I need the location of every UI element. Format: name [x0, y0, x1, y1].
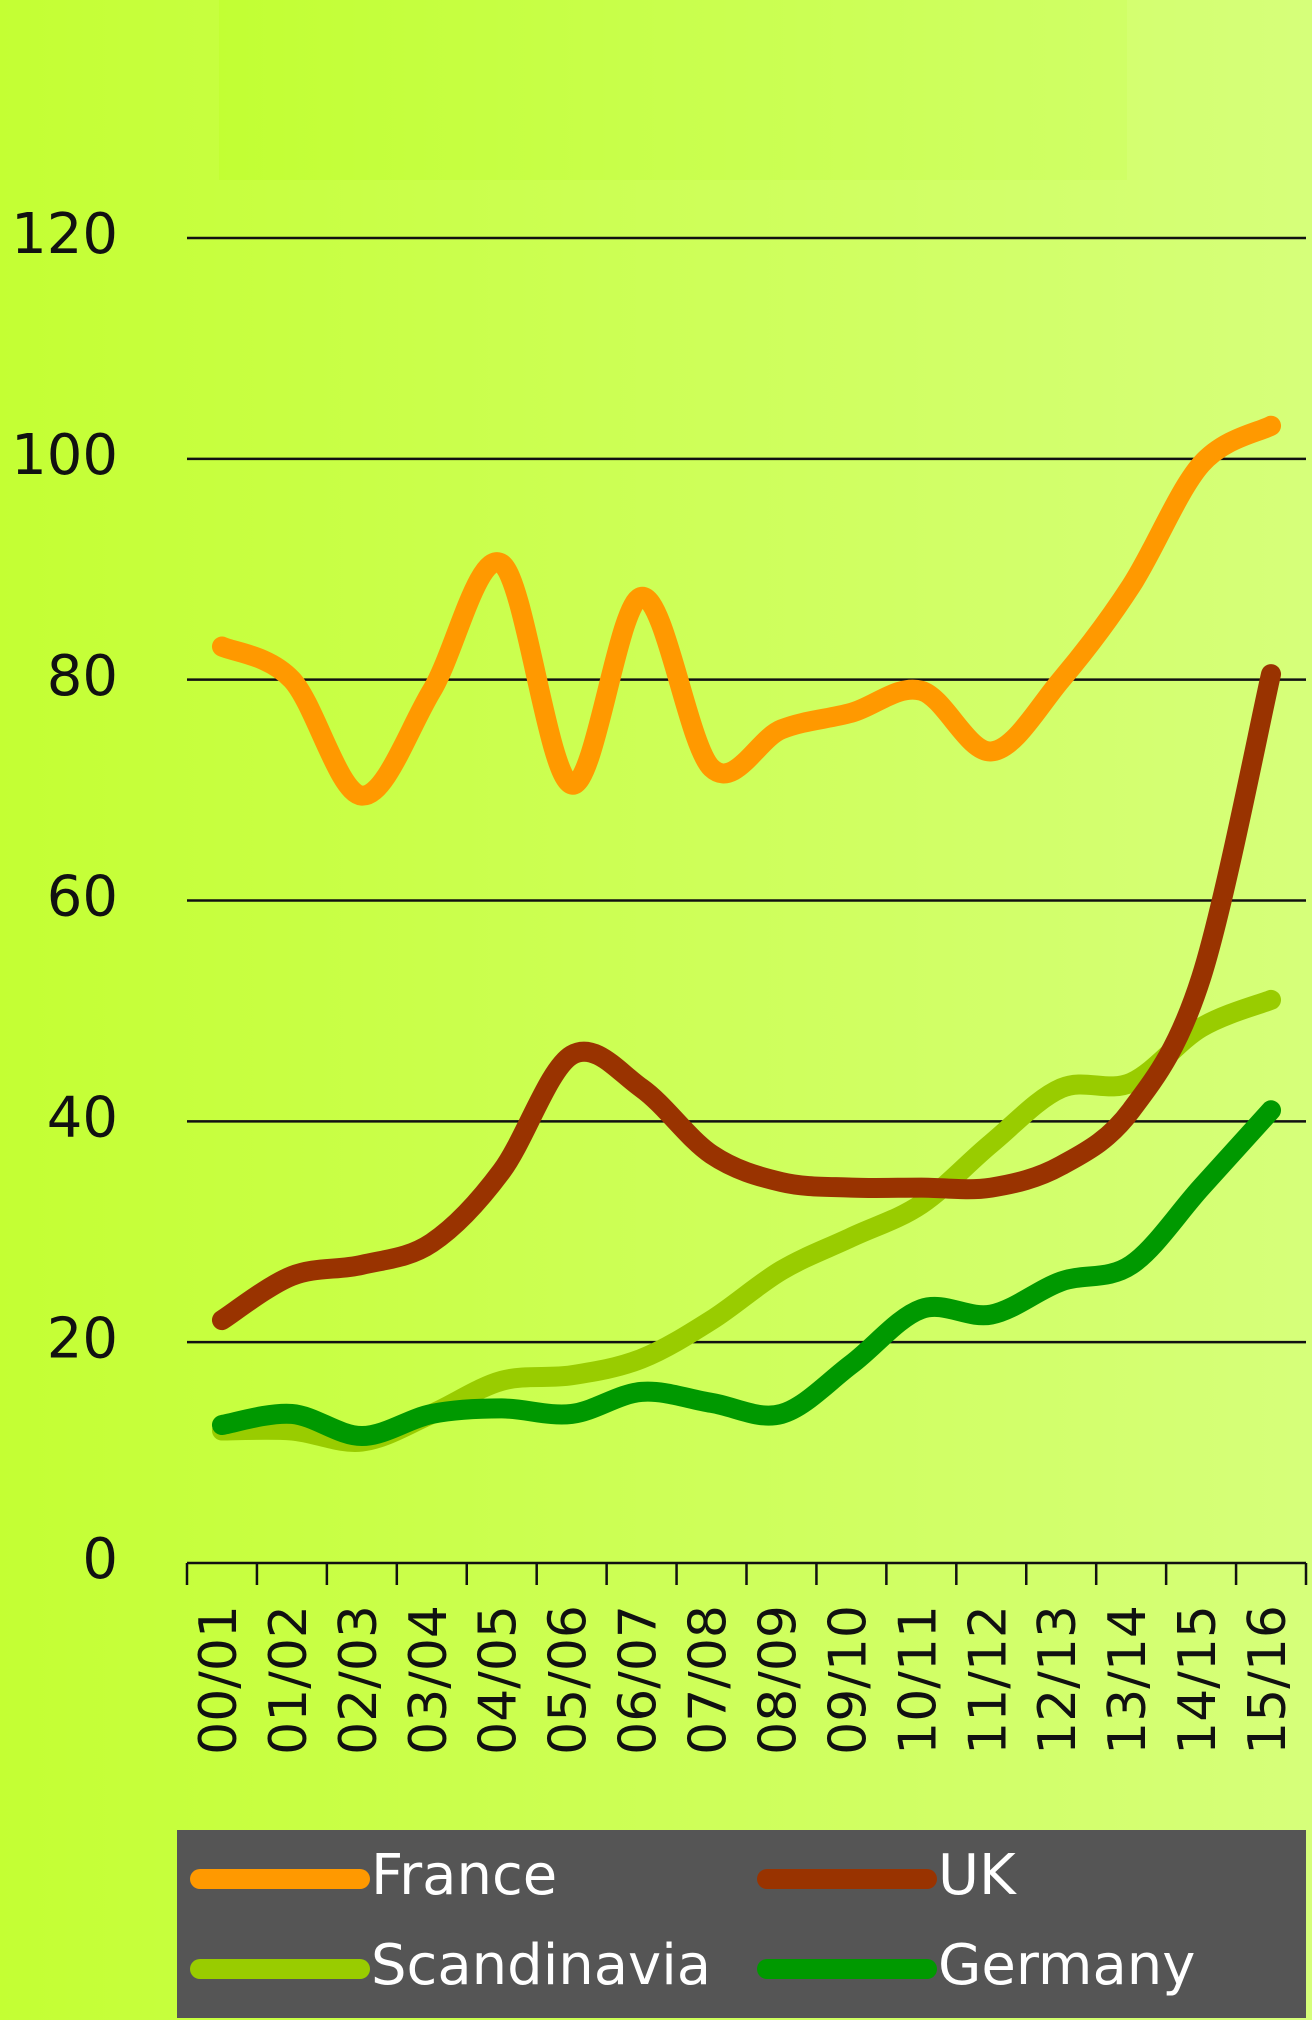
legend-box: [177, 1830, 1306, 2018]
x-tick-label: 01/02: [259, 1605, 319, 1755]
x-tick-label: 13/14: [1098, 1605, 1158, 1755]
legend-label: Germany: [938, 1933, 1195, 1998]
x-tick-label: 05/06: [539, 1605, 599, 1755]
x-tick-label: 12/13: [1028, 1605, 1088, 1755]
x-tick-label: 10/11: [888, 1605, 948, 1755]
x-tick-label: 03/04: [399, 1605, 459, 1755]
y-tick-label: 60: [47, 865, 118, 930]
y-tick-label: 20: [47, 1306, 118, 1371]
x-tick-label: 11/12: [958, 1605, 1018, 1755]
x-tick-label: 15/16: [1238, 1605, 1298, 1755]
y-tick-label: 0: [82, 1527, 118, 1592]
y-tick-label: 120: [11, 202, 118, 267]
legend-label: Scandinavia: [371, 1933, 711, 1998]
y-tick-label: 100: [11, 423, 118, 488]
x-tick-label: 09/10: [818, 1605, 878, 1755]
x-tick-label: 04/05: [469, 1605, 529, 1755]
x-tick-label: 02/03: [329, 1605, 389, 1755]
x-tick-label: 00/01: [189, 1605, 249, 1755]
x-tick-label: 07/08: [679, 1605, 739, 1755]
legend-label: France: [371, 1843, 557, 1908]
x-tick-label: 08/09: [748, 1605, 808, 1755]
y-tick-label: 80: [47, 644, 118, 709]
series-line: [211, 1100, 1282, 1447]
legend-label: UK: [938, 1843, 1017, 1908]
series-line: [211, 664, 1282, 1331]
x-tick-label: 14/15: [1168, 1605, 1228, 1755]
title-box: [219, 0, 1127, 180]
series-line: [211, 415, 1282, 806]
x-tick-label: 06/07: [609, 1605, 669, 1755]
y-tick-label: 40: [47, 1085, 118, 1150]
